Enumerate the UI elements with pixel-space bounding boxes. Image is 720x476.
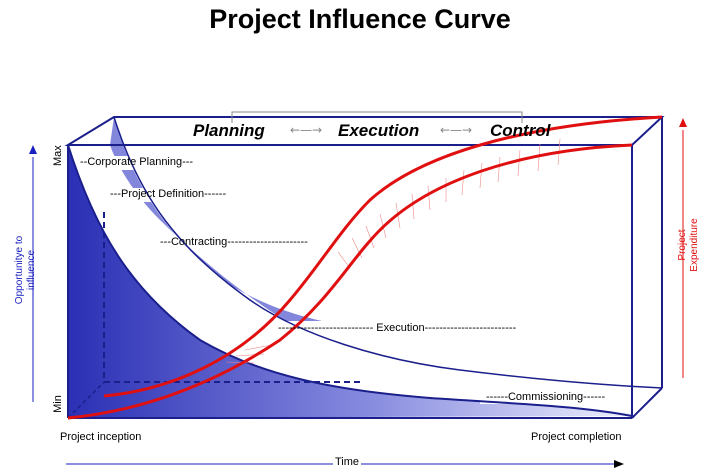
phase-planning: Planning <box>193 121 265 140</box>
left-axis-label: Opportunitye to influence <box>14 235 40 305</box>
left-axis-label-line2: influence <box>26 249 37 291</box>
arrow-up-icon <box>679 118 687 127</box>
step-corporate <box>98 156 216 170</box>
step-commissioning <box>480 390 632 404</box>
stage-execution: -------------------------- Execution----… <box>278 322 517 334</box>
stage-commissioning: ------Commissioning------ <box>486 391 606 403</box>
x-end-label: Project completion <box>531 431 622 443</box>
axis-min-label: Min <box>52 395 64 413</box>
right-axis-label-line1: Project <box>677 229 688 261</box>
back-edge-diagonal <box>67 381 105 419</box>
step-definition <box>108 188 254 202</box>
double-arrow-icon: ←—→ <box>290 123 323 137</box>
stage-contracting: ---Contracting---------------------- <box>160 236 308 248</box>
influence-curve-back <box>113 116 663 389</box>
influence-band-top <box>110 117 380 330</box>
stage-project-definition: ---Project Definition------ <box>110 188 227 200</box>
expenditure-curve-back <box>103 115 663 398</box>
influence-area <box>68 145 632 418</box>
right-axis-label-line2: Expenditure <box>689 218 700 272</box>
phase-bracket <box>231 111 523 123</box>
x-start-label: Project inception <box>60 431 142 443</box>
stage-corporate-planning: --Corporate Planning--- <box>80 156 194 168</box>
axis-max-label: Max <box>52 145 64 166</box>
arrow-right-icon <box>614 460 624 468</box>
left-axis-label-line1: Opportunitye to <box>14 235 25 305</box>
page-title: Project Influence Curve <box>209 4 511 34</box>
phase-execution: Execution <box>338 121 420 140</box>
expenditure-curve-front <box>67 143 633 420</box>
arrow-up-icon <box>29 145 37 154</box>
time-axis-label: Time <box>333 456 362 468</box>
frame-bottom-right <box>631 387 663 419</box>
step-contracting <box>157 236 331 250</box>
influence-curve-front <box>67 144 633 417</box>
phase-control: Control <box>490 121 551 140</box>
double-arrow-icon: ←—→ <box>440 123 473 137</box>
right-axis-label: Project Expenditure <box>677 210 703 280</box>
